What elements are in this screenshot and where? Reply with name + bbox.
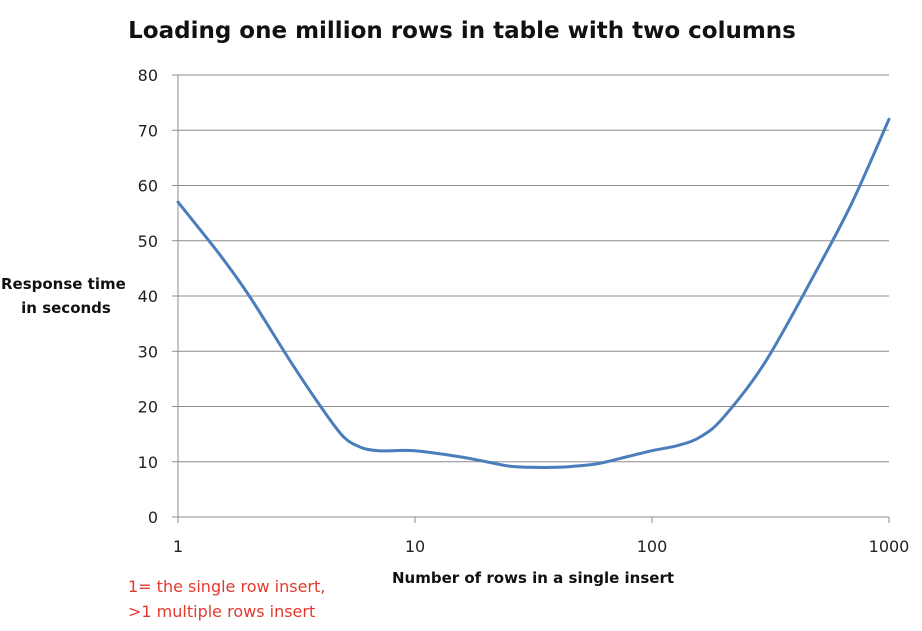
x-tick-labels: 1 10 100 1000 (173, 537, 909, 556)
y-tick-labels: 0 10 20 30 40 50 60 70 80 (138, 66, 158, 527)
x-tick-label: 1000 (869, 537, 910, 556)
annotation-line-1: 1= the single row insert, (128, 577, 325, 596)
chart-title: Loading one million rows in table with t… (128, 18, 796, 44)
y-tick-label: 50 (138, 232, 158, 251)
y-axis-label-line-1: Response time (1, 275, 126, 293)
x-tick-label: 100 (637, 537, 668, 556)
y-tick-label: 80 (138, 66, 158, 85)
y-tick-label: 30 (138, 342, 158, 361)
x-axis-label: Number of rows in a single insert (392, 569, 674, 587)
y-tick-label: 20 (138, 398, 158, 417)
y-tick-label: 70 (138, 121, 158, 140)
y-axis-label: Response time in seconds (1, 275, 131, 317)
x-tick-label: 10 (405, 537, 425, 556)
x-tick-label: 1 (173, 537, 183, 556)
series-line (176, 117, 891, 469)
y-tick-label: 40 (138, 287, 158, 306)
annotation-line-2: >1 multiple rows insert (128, 602, 315, 621)
grid-lines (178, 74, 889, 463)
series-layer (176, 117, 891, 469)
y-tick-label: 0 (148, 508, 158, 527)
axes (172, 74, 890, 523)
y-tick-label: 10 (138, 453, 158, 472)
y-tick-label: 60 (138, 177, 158, 196)
y-axis-label-line-2: in seconds (21, 299, 111, 317)
